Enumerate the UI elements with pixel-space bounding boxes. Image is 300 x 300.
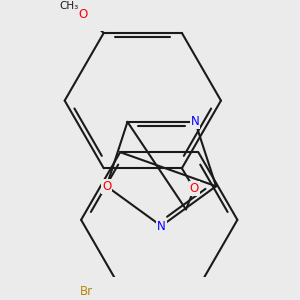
- Text: O: O: [190, 182, 199, 195]
- Text: Br: Br: [80, 285, 94, 298]
- Text: O: O: [102, 180, 111, 193]
- Text: N: N: [157, 220, 166, 232]
- Text: CH₃: CH₃: [59, 1, 78, 11]
- Text: O: O: [79, 8, 88, 21]
- Text: N: N: [191, 116, 200, 128]
